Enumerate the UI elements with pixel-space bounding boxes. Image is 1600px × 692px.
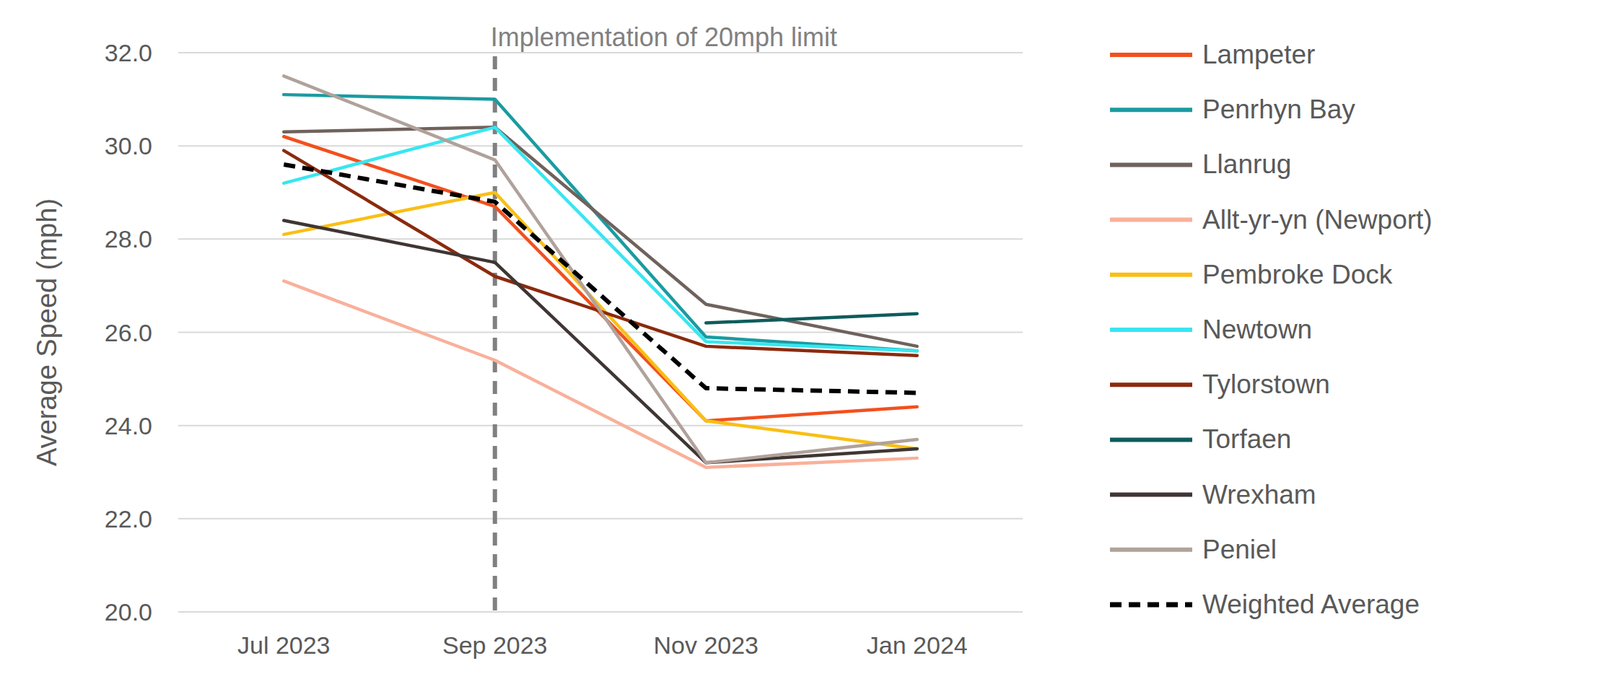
y-axis-title: Average Speed (mph) (31, 198, 63, 467)
legend-label: Llanrug (1202, 149, 1292, 179)
grid-line (178, 331, 1023, 334)
legend-label: Weighted Average (1202, 589, 1420, 620)
grid-line (178, 518, 1023, 520)
legend-label: Tylorstown (1202, 369, 1331, 400)
legend-label: Penrhyn Bay (1202, 94, 1356, 125)
legend-label: Pembroke Dock (1202, 259, 1393, 290)
legend-swatch (1109, 52, 1193, 58)
y-tick-label: 24.0 (104, 412, 153, 440)
series-line (283, 136, 918, 421)
legend-swatch (1109, 107, 1193, 112)
legend-swatch (1109, 492, 1193, 498)
y-tick-label: 26.0 (104, 318, 153, 347)
grid-line (178, 238, 1023, 240)
series-line (283, 75, 918, 463)
legend-swatch (1109, 602, 1193, 608)
grid-line (178, 425, 1023, 427)
legend-label: Torfaen (1202, 424, 1292, 454)
series-line (283, 164, 918, 393)
legend-swatch (1109, 217, 1193, 223)
grid-line (178, 145, 1023, 147)
y-tick-label: 22.0 (104, 505, 153, 533)
series-line (705, 313, 918, 324)
y-tick-label: 28.0 (104, 225, 153, 253)
annotation-line (492, 56, 498, 612)
legend-swatch (1109, 437, 1193, 442)
x-tick-label: Nov 2023 (653, 631, 759, 659)
y-tick-label: 32.0 (104, 38, 153, 67)
legend-swatch (1109, 272, 1193, 278)
legend-swatch (1109, 547, 1193, 553)
y-tick-label: 20.0 (104, 598, 153, 626)
legend-swatch (1109, 327, 1193, 332)
x-tick-label: Sep 2023 (442, 631, 548, 659)
legend-label: Peniel (1202, 534, 1277, 565)
legend-swatch (1109, 382, 1193, 387)
y-tick-label: 30.0 (104, 132, 153, 160)
lines (283, 75, 918, 468)
grid-line (178, 611, 1023, 613)
annotation-text: Implementation of 20mph limit (490, 22, 838, 52)
legend-label: Newtown (1202, 314, 1313, 345)
series-line (283, 192, 918, 449)
legend-label: Allt-yr-yn (Newport) (1202, 204, 1433, 235)
x-tick-label: Jul 2023 (237, 631, 331, 659)
grid-line (178, 51, 1023, 54)
legend-swatch (1109, 162, 1193, 167)
x-tick-label: Jan 2024 (866, 631, 968, 659)
legend: Lampeter Penrhyn Bay Llanrug Allt-yr-yn (Ne… (1109, 39, 1433, 620)
series-line (283, 220, 918, 464)
legend-label: Wrexham (1202, 479, 1317, 510)
grid (178, 52, 1023, 612)
legend-label: Lampeter (1202, 39, 1315, 70)
chart: 20.0 22.0 24.0 26.0 28.0 30.0 32.0 Jul 2023 Sep … (0, 0, 1600, 692)
